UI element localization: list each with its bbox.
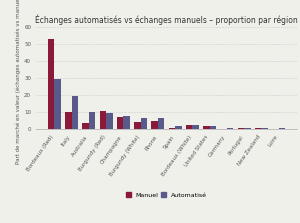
Bar	[106, 113, 113, 129]
Bar	[169, 128, 175, 129]
Bar	[54, 79, 61, 129]
Bar	[210, 126, 216, 129]
Bar	[186, 125, 192, 129]
Bar	[255, 128, 261, 129]
Bar	[192, 125, 199, 129]
Bar	[279, 128, 285, 129]
Bar	[141, 118, 147, 129]
Bar	[82, 123, 89, 129]
Bar	[65, 112, 72, 129]
Bar	[134, 122, 141, 129]
Bar	[151, 121, 158, 129]
Title: Échanges automatisés vs échanges manuels – proportion par région: Échanges automatisés vs échanges manuels…	[35, 14, 298, 25]
Bar	[89, 112, 95, 129]
Bar	[227, 128, 233, 129]
Bar	[100, 111, 106, 129]
Bar	[117, 117, 123, 129]
Bar	[48, 39, 54, 129]
Legend: Manuel, Automatisé: Manuel, Automatisé	[123, 190, 210, 200]
Bar	[72, 96, 78, 129]
Bar	[123, 116, 130, 129]
Y-axis label: Part de marché en valeur (échanges automatisés vs manuels): Part de marché en valeur (échanges autom…	[16, 0, 21, 164]
Bar	[238, 128, 244, 129]
Bar	[158, 118, 164, 129]
Bar	[244, 128, 250, 129]
Bar	[175, 126, 182, 129]
Bar	[203, 126, 210, 129]
Bar	[261, 128, 268, 129]
